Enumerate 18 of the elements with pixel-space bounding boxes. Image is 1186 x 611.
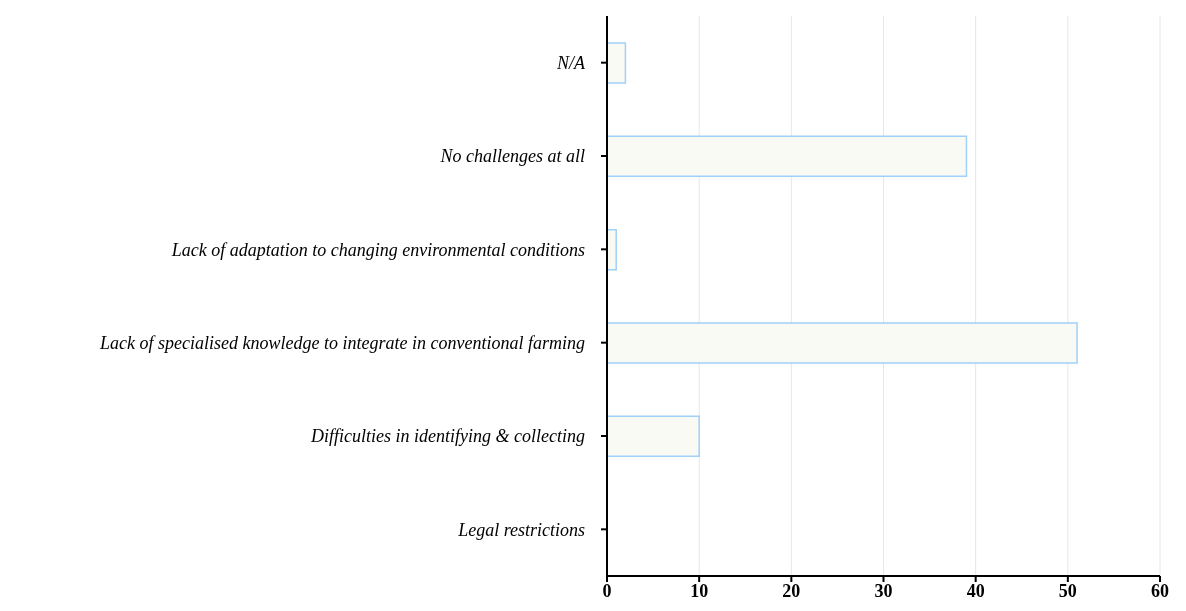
x-tick-label: 40 xyxy=(966,580,985,601)
x-tick-label: 20 xyxy=(782,580,801,601)
y-tick-label: Difficulties in identifying & collecting xyxy=(310,426,585,447)
bar xyxy=(607,415,700,458)
y-tick-label: No challenges at all xyxy=(439,146,585,167)
x-tick-label: 30 xyxy=(874,580,893,601)
y-tick-label: Legal restrictions xyxy=(457,519,585,540)
x-tick-label: 60 xyxy=(1151,580,1169,601)
bar xyxy=(607,322,1078,364)
x-tick-label: 50 xyxy=(1058,580,1077,601)
bar xyxy=(607,228,617,271)
bar xyxy=(607,135,968,178)
bar xyxy=(607,42,627,84)
x-tick-label: 0 xyxy=(602,580,612,601)
y-tick-label: Lack of adaptation to changing environmental conditions xyxy=(170,239,585,260)
x-tick-label: 10 xyxy=(690,580,709,601)
y-tick-label: Lack of specialised knowledge to integrate in conventional farming xyxy=(99,333,585,354)
y-tick-label: N/A xyxy=(555,53,586,74)
